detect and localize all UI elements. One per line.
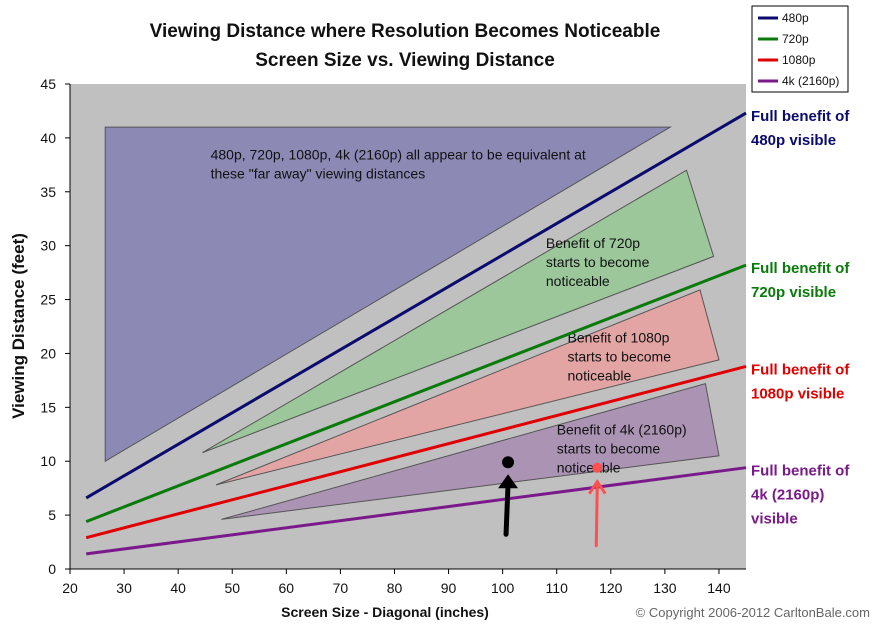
x-tick-label: 60 (279, 580, 295, 596)
legend-box (751, 5, 849, 93)
y-axis-ticks: 0 5 10 15 20 25 30 35 40 45 (40, 76, 70, 577)
legend-label: 4k (2160p) (782, 74, 839, 88)
x-tick-label: 70 (333, 580, 349, 596)
1080p-end-label-line: Full benefit of (751, 361, 850, 378)
y-tick-label: 0 (48, 561, 56, 577)
y-tick-label: 5 (48, 507, 56, 523)
720p-end-label-line: 720p visible (751, 284, 836, 301)
x-tick-label: 100 (491, 580, 515, 596)
4k-note: Benefit of 4k (2160p) starts to become not… (557, 421, 687, 475)
viewer-markers (498, 456, 607, 548)
4k-note-line: noticeable (557, 459, 621, 475)
720p-note-line: noticeable (546, 273, 610, 289)
red-viewer-marker-body (594, 482, 599, 548)
720p-note: Benefit of 720p starts to become noticeabl… (546, 235, 650, 289)
black-viewer-marker-arrowhead (498, 474, 519, 489)
480p-end-label: Full benefit of 480p visible (751, 108, 850, 149)
red-viewer-marker-head (592, 462, 603, 473)
black-viewer-marker (498, 456, 519, 537)
red-viewer-marker (588, 462, 607, 548)
4k-note-line: starts to become (557, 440, 661, 456)
y-tick-label: 15 (40, 399, 56, 415)
1080p-note-line: starts to become (568, 349, 672, 365)
red-viewer-marker-arrowhead (588, 478, 607, 495)
y-tick-label: 35 (40, 184, 56, 200)
x-tick-label: 120 (599, 580, 623, 596)
720p-end-label: Full benefit of 720p visible (751, 260, 850, 301)
x-tick-label: 110 (546, 580, 569, 596)
title-line-1: Viewing Distance where Resolution Become… (150, 21, 661, 42)
1080p-end-label-line: 1080p visible (751, 385, 844, 402)
far-away-note: 480p, 720p, 1080p, 4k (2160p) all appear… (211, 146, 586, 181)
x-axis-ticks: 20 30 40 50 60 70 80 90 100 110 120 130 140 (62, 569, 731, 596)
copyright-text: © Copyright 2006-2012 CarltonBale.com (636, 605, 870, 620)
4k-end-label-line: 4k (2160p) (751, 487, 824, 504)
x-tick-label: 30 (116, 580, 132, 596)
1080p-note-line: noticeable (568, 368, 632, 384)
x-tick-label: 130 (653, 580, 677, 596)
x-tick-label: 50 (224, 580, 240, 596)
1080p-note-line: Benefit of 1080p (568, 330, 670, 346)
far-away-region (104, 126, 673, 463)
1080p-end-label: Full benefit of 1080p visible (751, 361, 850, 402)
chart-title: Viewing Distance where Resolution Become… (150, 21, 661, 71)
y-tick-label: 10 (40, 453, 56, 469)
series-line-480p (85, 111, 747, 500)
y-tick-label: 40 (40, 130, 56, 146)
480p-end-label-line: 480p visible (751, 132, 836, 149)
y-axis-title: Viewing Distance (feet) (9, 233, 28, 419)
720p-note-line: starts to become (546, 254, 650, 270)
4k-end-label-line: visible (751, 511, 798, 528)
y-tick-label: 45 (40, 76, 56, 92)
legend-label: 1080p (782, 53, 816, 67)
legend-items: 480p 720p 1080p 4k (2160p) (758, 11, 839, 88)
y-tick-label: 30 (40, 238, 56, 254)
x-tick-label: 90 (441, 580, 457, 596)
series-line-4k-2160p- (86, 466, 747, 556)
shaded-regions (104, 126, 720, 520)
series-line-720p (85, 263, 747, 523)
series-line-1080p (85, 364, 747, 540)
4k-note-line: Benefit of 4k (2160p) (557, 421, 687, 437)
far-away-note-line: these "far away" viewing distances (211, 165, 426, 181)
x-tick-label: 140 (707, 580, 731, 596)
legend: 480p 720p 1080p 4k (2160p) (751, 5, 849, 93)
720p-end-label-line: Full benefit of (751, 260, 850, 277)
legend-label: 480p (782, 11, 809, 25)
legend-label: 720p (782, 32, 809, 46)
axes (69, 84, 746, 570)
region-annotations: 480p, 720p, 1080p, 4k (2160p) all appear… (211, 146, 687, 475)
black-viewer-marker-body (503, 481, 511, 537)
y-tick-label: 25 (40, 292, 56, 308)
black-viewer-marker-head (502, 456, 515, 469)
x-tick-label: 40 (170, 580, 186, 596)
y-tick-label: 20 (40, 345, 56, 361)
series-lines (85, 111, 747, 556)
1080p-region (215, 289, 720, 486)
720p-note-line: Benefit of 720p (546, 235, 640, 251)
1080p-note: Benefit of 1080p starts to become noticeab… (568, 330, 672, 384)
title-line-2: Screen Size vs. Viewing Distance (255, 50, 555, 71)
x-tick-label: 80 (387, 580, 403, 596)
4k-end-label-line: Full benefit of (751, 463, 850, 480)
x-axis-title: Screen Size - Diagonal (inches) (281, 604, 489, 620)
x-tick-label: 20 (62, 580, 78, 596)
480p-end-label-line: Full benefit of (751, 108, 850, 125)
4k-region (221, 382, 720, 520)
4k-end-label: Full benefit of 4k (2160p) visible (751, 463, 850, 528)
far-away-note-line: 480p, 720p, 1080p, 4k (2160p) all appear… (211, 146, 586, 162)
720p-region (202, 169, 715, 454)
